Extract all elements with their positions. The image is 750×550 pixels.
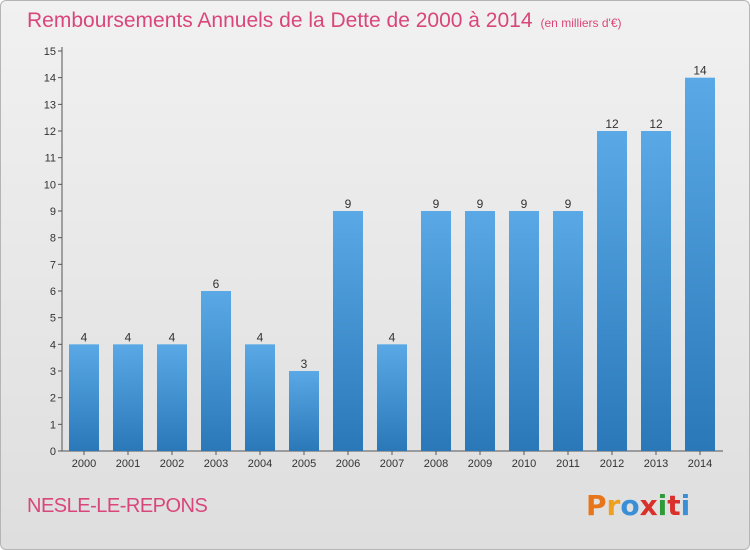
bar-2008 (421, 211, 451, 451)
bar-2001 (113, 344, 143, 451)
y-tick-label: 1 (50, 419, 56, 431)
bar-2004 (245, 344, 275, 451)
bar-2009 (465, 211, 495, 451)
x-tick-label: 2014 (688, 458, 712, 470)
x-tick-label: 2004 (248, 458, 272, 470)
data-label: 9 (565, 197, 572, 211)
chart-title: Remboursements Annuels de la Dette de 20… (27, 9, 622, 33)
x-tick-label: 2010 (512, 458, 536, 470)
y-tick-label: 2 (50, 393, 56, 405)
data-label: 6 (213, 277, 220, 291)
bar-2012 (597, 131, 627, 451)
y-tick-label: 9 (50, 206, 56, 218)
bar-2003 (201, 291, 231, 451)
bar-2011 (553, 211, 583, 451)
x-tick-label: 2012 (600, 458, 624, 470)
data-label: 12 (605, 117, 619, 131)
proxiti-logo: Proxiti (586, 489, 690, 522)
data-label: 4 (257, 330, 264, 344)
data-label: 9 (521, 197, 528, 211)
x-tick-label: 2007 (380, 458, 404, 470)
data-label: 9 (433, 197, 440, 211)
brand-letter: P (586, 489, 607, 522)
x-axis: 2000 2001 2002 2003 2004 2005 2006 2007 2008 2009… (62, 450, 723, 470)
bar-2013 (641, 131, 671, 451)
y-tick-label: 11 (45, 153, 56, 165)
commune-name: NESLE-LE-REPONS (27, 495, 208, 517)
y-tick-label: 15 (44, 46, 56, 58)
data-label: 9 (345, 197, 352, 211)
x-tick-label: 2003 (204, 458, 228, 470)
y-tick-label: 8 (50, 233, 56, 245)
bar-2006 (333, 211, 363, 451)
bar-2014 (685, 77, 715, 452)
y-tick-label: 7 (50, 259, 56, 271)
x-tick-label: 2008 (424, 458, 448, 470)
brand-letter: x (639, 489, 658, 522)
y-tick-label: 4 (50, 339, 56, 351)
brand-letter: i (680, 489, 691, 522)
bar-2000 (69, 344, 99, 451)
x-tick-label: 2002 (160, 458, 184, 470)
y-tick-label: 10 (44, 179, 56, 191)
x-tick-label: 2005 (292, 458, 316, 470)
data-label: 4 (125, 330, 132, 344)
brand-letter: o (620, 489, 640, 522)
x-tick-label: 2011 (556, 458, 580, 470)
y-tick-label: 3 (50, 366, 56, 378)
bar-2007 (377, 344, 407, 451)
bars (69, 77, 715, 452)
brand-letter: r (606, 489, 621, 522)
y-tick-label: 12 (44, 126, 56, 138)
y-tick-label: 5 (50, 313, 56, 325)
x-tick-label: 2013 (644, 458, 668, 470)
x-tick-label: 2001 (116, 458, 140, 470)
y-tick-label: 0 (50, 446, 56, 458)
title-text: Remboursements Annuels de la Dette de 20… (27, 9, 533, 32)
x-tick-label: 2000 (72, 458, 96, 470)
brand-letter: t (667, 489, 681, 522)
x-tick-label: 2006 (336, 458, 360, 470)
brand-letter: i (657, 489, 668, 522)
y-tick-label: 6 (50, 286, 56, 298)
data-label: 3 (301, 357, 308, 371)
y-tick-label: 13 (44, 99, 56, 111)
y-tick-label: 14 (44, 73, 56, 85)
bar-2005 (289, 371, 319, 451)
data-label: 4 (389, 330, 396, 344)
data-label: 4 (81, 330, 88, 344)
bar-2010 (509, 211, 539, 451)
data-labels: 4 4 4 6 4 3 9 4 9 9 9 9 12 12 14 (81, 64, 707, 371)
data-label: 9 (477, 197, 484, 211)
unit-text: (en milliers d'€) (540, 16, 622, 30)
data-label: 4 (169, 330, 176, 344)
bar-2002 (157, 344, 187, 451)
x-tick-label: 2009 (468, 458, 492, 470)
data-label: 14 (693, 64, 707, 78)
data-label: 12 (649, 117, 663, 131)
